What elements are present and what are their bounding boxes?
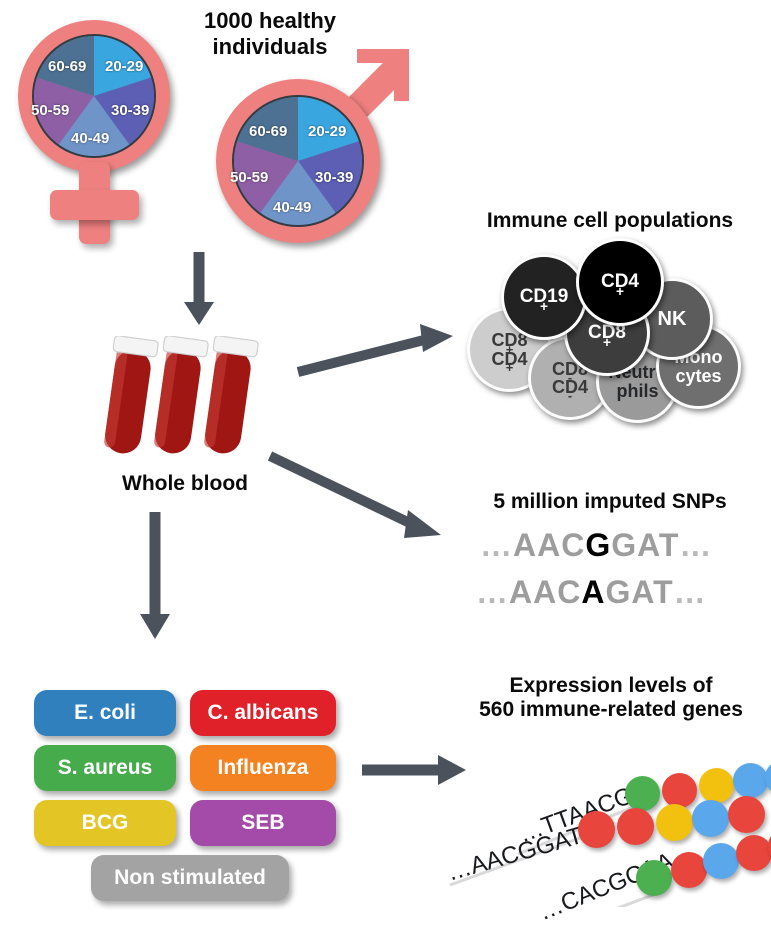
- strand-2-bead-2: [617, 808, 654, 845]
- strand-1-bead-4: [733, 763, 768, 798]
- female-pie-label-40-49: 40-49: [71, 130, 110, 147]
- cohort-title: 1000 healthy individuals: [168, 8, 372, 59]
- expression-title-line2: 560 immune-related genes: [479, 698, 743, 722]
- stimulus-non-stimulated-label: Non stimulated: [114, 866, 266, 889]
- female-symbol-crossbar: [50, 190, 139, 220]
- neutrophils-line2: phils: [616, 380, 659, 401]
- cohort-title-line1: 1000 healthy: [203, 8, 337, 33]
- expression-title-line1: Expression levels of: [509, 674, 713, 697]
- stimulus-non-stimulated[interactable]: Non stimulated: [91, 855, 289, 901]
- arrow-blood-to-snps: [267, 450, 450, 546]
- cd8pos-cd4pos-line2: CD4 +: [491, 348, 528, 375]
- stimulus-seb[interactable]: SEB: [190, 800, 336, 846]
- snp1-variant: G: [585, 527, 612, 563]
- female-pie-label-30-39: 30-39: [111, 102, 150, 119]
- male-pie-label-60-69: 60-69: [249, 123, 288, 140]
- female-pie-label-60-69: 60-69: [48, 58, 87, 75]
- arrow-stimuli-to-expression: [362, 752, 470, 788]
- cd8pos-cd4pos-line1: CD8 +: [491, 330, 528, 357]
- strand-1-bead-5: [765, 760, 771, 795]
- immune-cell-cluster: CD8 + CD4 + CD8- CD4- Neutro phils Mono cy…: [450, 238, 770, 423]
- stimulus-s-aureus[interactable]: S. aureus: [34, 745, 176, 791]
- whole-blood-label: Whole blood: [122, 472, 248, 495]
- strand-2-bead-1: [578, 811, 615, 848]
- blood-tube-group: [104, 335, 259, 454]
- snp1-pre: AAC: [513, 527, 586, 563]
- strand-3-bead-1: [636, 860, 672, 896]
- stimulus-s-aureus-label: S. aureus: [57, 756, 153, 779]
- snp2-post: GAT: [605, 574, 674, 610]
- strand-3-bead-2: [671, 852, 707, 888]
- male-age-pie-chart: [232, 95, 364, 227]
- stimulus-seb-label: SEB: [241, 811, 285, 834]
- snp1-post: GAT: [611, 527, 680, 563]
- stimulus-influenza[interactable]: Influenza: [190, 745, 336, 791]
- stimulus-bcg-label: BCG: [81, 811, 129, 834]
- stimulus-bcg[interactable]: BCG: [34, 800, 176, 846]
- expression-strand-group: …TTAACGG …AACGGAT …CACGCAA: [440, 742, 771, 926]
- nk-label: NK: [657, 307, 687, 330]
- female-pie-label-50-59: 50-59: [31, 102, 70, 119]
- strand-3-bead-3: [703, 843, 739, 879]
- strand-1-bead-1: [625, 776, 660, 811]
- snp-sequence-block: …AACGGAT… …AACAGAT…: [470, 527, 760, 621]
- male-gender-symbol: 20-29 30-39 40-49 50-59 60-69: [205, 30, 425, 245]
- cd8pos-label: CD8 +: [587, 322, 626, 350]
- strand-1-bead-2: [662, 773, 697, 808]
- arrow-blood-to-immune-cells: [296, 324, 458, 383]
- arrow-blood-to-stimuli: [134, 512, 178, 642]
- snp2-variant: A: [581, 574, 606, 610]
- stimulus-e-coli[interactable]: E. coli: [34, 690, 176, 736]
- arrow-cohort-to-blood: [178, 252, 222, 328]
- immune-cell-cd4pos: CD4 +: [576, 238, 664, 326]
- snp2-pre: AAC: [509, 574, 582, 610]
- snp1-suffix: …: [679, 527, 713, 563]
- cd4pos-label: CD4 +: [600, 271, 639, 299]
- female-pie-label-20-29: 20-29: [105, 58, 144, 75]
- immune-cell-cd19pos: CD19 +: [501, 254, 587, 340]
- snp1-prefix: …: [480, 527, 513, 563]
- stimulus-influenza-label: Influenza: [217, 756, 309, 779]
- male-pie-label-40-49: 40-49: [273, 199, 312, 216]
- cohort-title-line2: individuals: [212, 33, 328, 59]
- strand-1-bead-3: [699, 768, 734, 803]
- strand-2-bead-3: [656, 804, 693, 841]
- cd19pos-label: CD19 +: [519, 286, 569, 314]
- pie-slices: [34, 36, 154, 156]
- stimulus-c-albicans[interactable]: C. albicans: [190, 690, 336, 736]
- male-pie-label-50-59: 50-59: [230, 169, 269, 186]
- strand-1-backbone: [449, 804, 667, 907]
- female-gender-symbol: 20-29 30-39 40-49 50-59 60-69: [8, 12, 208, 247]
- snp-sequence-row-1: …AACGGAT…: [480, 527, 712, 564]
- monocytes-line2: cytes: [675, 365, 722, 386]
- pie-slices: [234, 97, 362, 225]
- snps-title: 5 million imputed SNPs: [493, 490, 727, 513]
- snp2-prefix: …: [476, 574, 509, 610]
- immune-populations-title: Immune cell populations: [486, 209, 734, 232]
- expression-title: Expression levels of 560 immune-related …: [452, 674, 770, 723]
- cd8neg-cd4neg-line2: CD4-: [551, 377, 588, 404]
- stimulus-c-albicans-label: C. albicans: [207, 701, 319, 724]
- strand-3-bead-5: [768, 828, 771, 864]
- female-age-pie-chart: [32, 34, 156, 158]
- male-pie-label-30-39: 30-39: [315, 169, 354, 186]
- snp-sequence-row-2: …AACAGAT…: [476, 574, 707, 611]
- strand-2-bead-4: [692, 800, 729, 837]
- snp2-suffix: …: [673, 574, 707, 610]
- strand-2-bead-5: [728, 796, 765, 833]
- male-pie-label-20-29: 20-29: [308, 123, 347, 140]
- strand-3-bead-4: [736, 835, 771, 871]
- stimulus-e-coli-label: E. coli: [74, 701, 136, 724]
- whole-blood-tubes: [100, 335, 280, 466]
